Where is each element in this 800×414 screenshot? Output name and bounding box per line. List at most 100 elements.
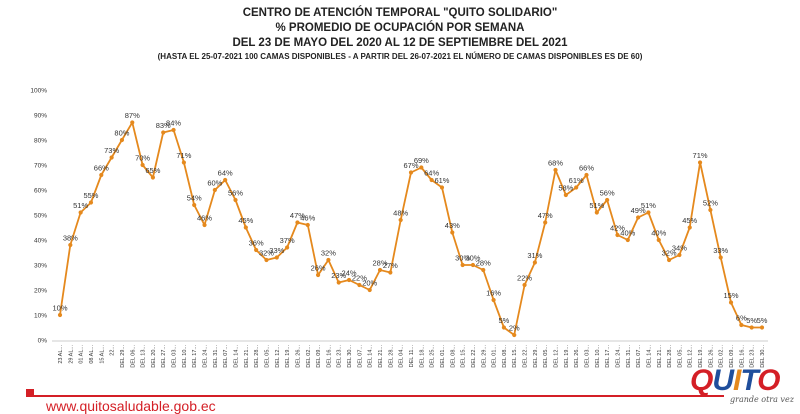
x-tick-label: DEL 25... (430, 345, 436, 368)
data-point (470, 262, 476, 268)
data-point (574, 185, 579, 190)
logo-letter: O (757, 364, 780, 397)
x-tick-label: DEL 28... (667, 345, 673, 368)
data-point (212, 187, 217, 193)
y-tick-label: 40% (34, 238, 47, 245)
x-tick-label: DEL 31... (213, 345, 219, 368)
x-tick-label: DEL 07... (357, 345, 363, 368)
data-point (161, 130, 166, 135)
data-point (615, 232, 620, 238)
data-point (532, 260, 537, 265)
x-tick-label: DEL 03... (585, 345, 591, 368)
data-point (553, 167, 558, 173)
x-tick-label: DEL 17... (605, 345, 611, 368)
data-point (708, 207, 713, 213)
data-point (636, 215, 641, 220)
x-tick-label: DEL 23... (337, 345, 343, 368)
x-tick-label: DEL 09... (729, 345, 735, 368)
data-point (512, 332, 517, 338)
data-label: 70% (135, 154, 150, 163)
data-point (749, 325, 754, 330)
x-tick-label: 23 AL... (58, 345, 64, 364)
data-point (666, 257, 672, 263)
x-tick-label: DEL 24... (203, 345, 209, 368)
x-tick-label: DEL 28... (388, 345, 394, 368)
x-tick-label: DEL 21... (244, 345, 250, 368)
data-point (625, 237, 630, 243)
data-label: 45% (682, 216, 697, 225)
data-label: 28% (476, 259, 491, 268)
data-point (264, 257, 269, 263)
data-label: 32% (259, 249, 274, 258)
data-label: 65% (145, 166, 160, 175)
data-point (429, 177, 434, 183)
x-tick-label: DEL 24... (615, 345, 621, 368)
x-tick-label: DEL 05... (264, 345, 270, 368)
y-tick-label: 0% (38, 338, 48, 345)
data-point (357, 282, 362, 288)
x-tick-label: DEL 21... (378, 345, 384, 368)
y-tick-label: 10% (34, 313, 47, 320)
data-label: 55% (83, 191, 98, 200)
x-tick-label: DEL 03... (172, 345, 178, 368)
data-point (150, 175, 156, 180)
data-label: 61% (569, 176, 584, 185)
data-label: 34% (672, 244, 687, 253)
footer-square (26, 389, 34, 397)
data-point (171, 127, 176, 133)
x-tick-label: DEL 02... (306, 345, 312, 368)
chart-title-block: CENTRO DE ATENCIÓN TEMPORAL "QUITO SOLID… (0, 6, 800, 63)
x-tick-label: DEL 10... (595, 345, 601, 368)
data-point (377, 267, 383, 273)
data-label: 22% (517, 274, 532, 283)
x-tick-label: DEL 08... (450, 345, 456, 368)
data-point (254, 247, 259, 253)
x-tick-label: 01 AL... (79, 345, 85, 364)
data-label: 33% (269, 246, 284, 255)
data-label: 28% (373, 259, 388, 268)
chart-date-range: DEL 23 DE MAYO DEL 2020 AL 12 DE SEPTIEM… (232, 37, 568, 49)
data-label: 51% (73, 201, 88, 210)
data-label: 61% (434, 176, 449, 185)
data-label: 40% (620, 229, 635, 238)
data-point (388, 270, 393, 275)
data-point (315, 272, 321, 278)
data-point (398, 217, 403, 223)
x-tick-label: 08 AL... (89, 345, 95, 364)
data-point (501, 325, 507, 330)
data-point (130, 120, 135, 125)
x-tick-label: DEL 21... (657, 345, 663, 368)
logo-letter: U (712, 364, 734, 397)
x-tick-label: DEL 28... (254, 345, 260, 368)
data-point (88, 200, 94, 205)
data-point (594, 210, 599, 215)
data-point (728, 300, 734, 305)
data-label: 66% (579, 164, 594, 173)
x-tick-label: DEL 02... (719, 345, 725, 368)
data-point (68, 242, 73, 248)
x-tick-label: DEL 29... (481, 345, 487, 368)
y-tick-label: 20% (34, 288, 47, 295)
data-point (274, 255, 279, 260)
y-tick-label: 100% (30, 88, 47, 95)
data-point (367, 287, 372, 293)
x-tick-label: DEL 30... (760, 345, 766, 368)
data-point (419, 165, 424, 170)
data-point (439, 185, 445, 190)
data-label: 68% (548, 159, 563, 168)
data-point (99, 172, 104, 178)
y-tick-label: 50% (34, 213, 47, 220)
data-label: 43% (445, 221, 460, 230)
x-tick-label: DEL 19... (698, 345, 704, 368)
data-label: 83% (156, 121, 171, 130)
data-label: 22% (352, 274, 367, 283)
data-label: 36% (249, 239, 264, 248)
website-link[interactable]: www.quitosaludable.gob.ec (46, 398, 216, 414)
logo-letter: I (733, 364, 741, 397)
data-point (718, 255, 723, 260)
data-label: 73% (104, 146, 119, 155)
data-point (759, 325, 765, 330)
data-point (140, 162, 145, 168)
x-tick-label: DEL 11... (409, 345, 415, 368)
